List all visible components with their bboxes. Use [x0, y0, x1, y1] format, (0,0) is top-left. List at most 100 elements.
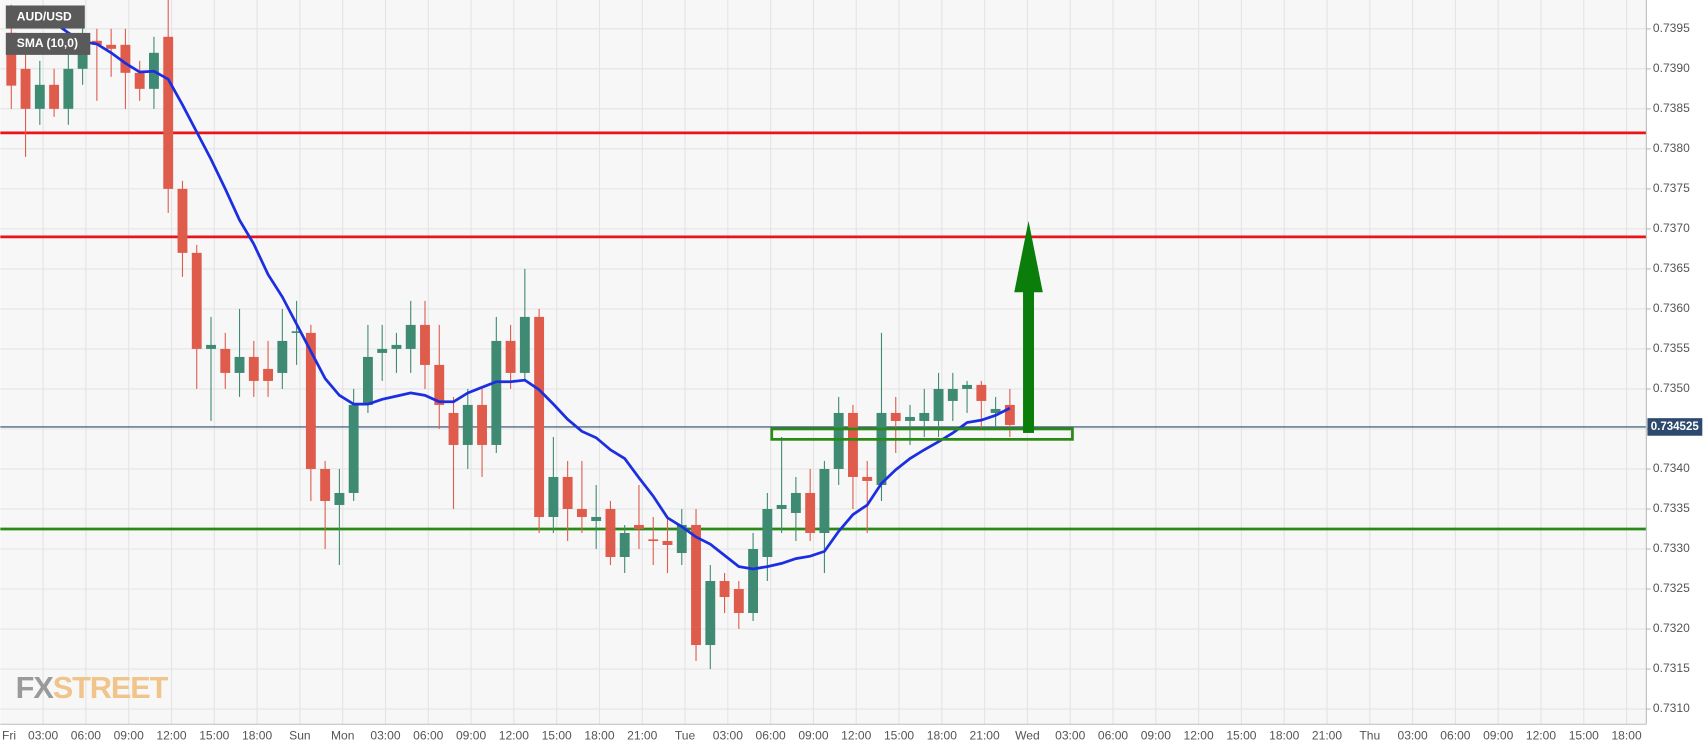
y-tick-label: 0.7385	[1653, 101, 1690, 115]
x-tick-label: 06:00	[413, 729, 443, 743]
x-tick-label: 09:00	[1141, 729, 1171, 743]
candle-body	[933, 388, 944, 421]
candle-body	[434, 364, 445, 405]
x-tick-label: Sun	[289, 729, 310, 743]
candle-body	[134, 72, 145, 89]
y-tick-label: 0.7335	[1653, 501, 1690, 515]
x-tick-label: 21:00	[627, 729, 657, 743]
y-tick-label: 0.7320	[1653, 621, 1690, 635]
candle-body	[320, 468, 331, 501]
x-tick-label: 12:00	[1526, 729, 1556, 743]
y-tick-label: 0.7330	[1653, 541, 1690, 555]
y-tick-label: 0.7355	[1653, 341, 1690, 355]
candle-body	[519, 316, 530, 373]
legend-box	[5, 5, 85, 29]
x-tick-label: 09:00	[1483, 729, 1513, 743]
candle-body	[591, 516, 602, 521]
candle-body	[1004, 404, 1015, 425]
candle-body	[477, 404, 487, 445]
candle-body	[748, 548, 759, 614]
candle-body	[562, 476, 573, 509]
x-tick-label: 09:00	[114, 729, 144, 743]
y-tick-label: 0.7395	[1653, 21, 1690, 35]
y-tick-label: 0.7365	[1653, 261, 1690, 275]
candle-body	[234, 356, 245, 373]
candle-body	[576, 508, 587, 517]
y-tick-label: 0.7390	[1653, 61, 1690, 75]
candle-body	[805, 492, 816, 533]
x-tick-label: Tue	[675, 729, 696, 743]
y-tick-label: 0.7370	[1653, 221, 1690, 235]
marks	[0, 0, 1647, 670]
y-tick-label: 0.7315	[1653, 661, 1690, 675]
candle-body	[348, 404, 359, 493]
x-tick-label: 15:00	[199, 729, 229, 743]
candle-body	[334, 492, 345, 505]
watermark: FXSTREET	[16, 670, 169, 705]
x-tick-label: 06:00	[1440, 729, 1470, 743]
arrow-shaft	[1023, 291, 1035, 433]
candle-body	[990, 408, 1001, 413]
candle-body	[277, 340, 288, 373]
x-tick-label: 09:00	[456, 729, 486, 743]
x-tick-label: 06:00	[756, 729, 786, 743]
candle-body	[34, 84, 45, 109]
x-tick-label: 03:00	[28, 729, 58, 743]
x-tick-label: 15:00	[1226, 729, 1256, 743]
candle-body	[548, 476, 559, 517]
candle-body	[377, 348, 388, 353]
candle-body	[220, 348, 231, 373]
x-tick-label: 18:00	[242, 729, 272, 743]
candle-body	[391, 344, 402, 349]
candle-body	[248, 356, 259, 381]
candle-body	[848, 412, 858, 477]
candle-body	[619, 532, 630, 557]
candle-body	[862, 476, 873, 481]
plot-area	[0, 0, 1646, 724]
watermark-fx: FX	[16, 670, 55, 705]
legend-symbol: AUD/USD	[17, 10, 72, 24]
candle-body	[762, 508, 773, 557]
candle-body	[305, 332, 316, 469]
candle-body	[833, 412, 844, 469]
y-tick-label: 0.7375	[1653, 181, 1690, 195]
legend-sma: SMA (10,0)	[17, 36, 78, 50]
y-tick-label: 0.7325	[1653, 581, 1690, 595]
candle-body	[448, 412, 459, 445]
candle-body	[919, 412, 930, 421]
candle-body	[719, 580, 730, 598]
candle-body	[405, 324, 416, 349]
x-tick-label: 18:00	[1611, 729, 1641, 743]
candle-body	[648, 539, 659, 542]
y-tick-label: 0.7340	[1653, 461, 1690, 475]
candle-body	[291, 331, 302, 333]
candle-body	[905, 416, 915, 421]
candle-body	[819, 468, 830, 533]
candle-body	[534, 316, 545, 517]
y-tick-label: 0.7380	[1653, 141, 1690, 155]
x-tick-label: 12:00	[156, 729, 186, 743]
candle-body	[691, 524, 701, 646]
candle-body	[962, 384, 973, 389]
candle-body	[491, 340, 502, 445]
candle-body	[890, 412, 901, 421]
candle-body	[605, 508, 616, 557]
candle-body	[634, 524, 644, 529]
candle-body	[705, 580, 716, 646]
candle-body	[462, 404, 473, 445]
support-zone	[770, 427, 1074, 441]
candle-body	[263, 368, 274, 381]
x-tick-label: 21:00	[970, 729, 1000, 743]
x-tick-label: 09:00	[798, 729, 828, 743]
sma-line	[38, 10, 1011, 571]
candle-body	[790, 492, 801, 513]
candle-body	[976, 384, 987, 401]
x-tick-label: 12:00	[1184, 729, 1214, 743]
candle-body	[77, 44, 88, 69]
x-tick-label: 06:00	[1098, 729, 1128, 743]
candle-body	[676, 524, 687, 553]
candle-body	[177, 188, 188, 253]
candle-body	[206, 344, 216, 349]
y-tick-label: 0.7310	[1653, 701, 1690, 715]
candle-body	[106, 44, 117, 49]
